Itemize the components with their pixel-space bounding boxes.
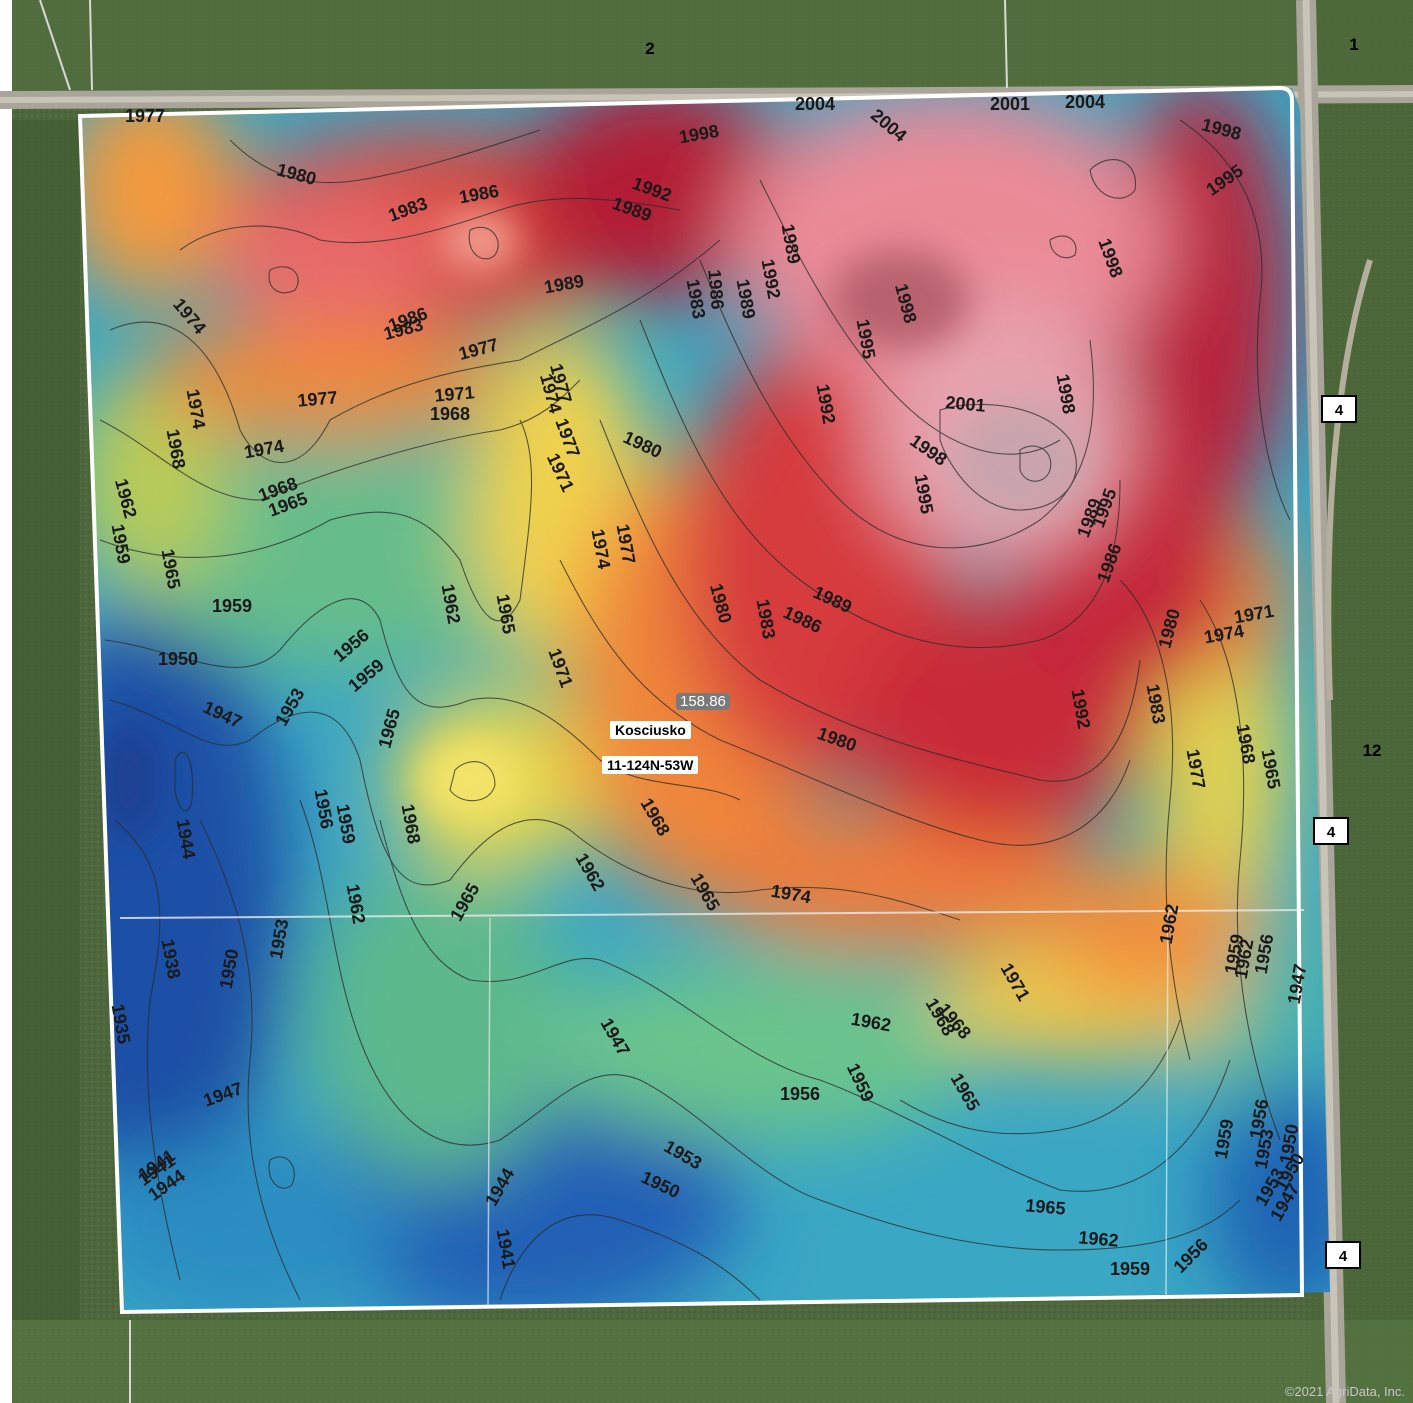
section-number-north: 2 bbox=[645, 39, 654, 58]
section-number-northeast: 1 bbox=[1349, 35, 1358, 54]
contour-label: 1986 bbox=[704, 269, 727, 311]
contour-label: 2004 bbox=[1065, 92, 1105, 112]
contour-label: 1956 bbox=[780, 1084, 820, 1104]
contour-label: 1971 bbox=[434, 382, 476, 405]
contour-label: 1965 bbox=[1025, 1195, 1067, 1218]
section-number-east: 12 bbox=[1363, 741, 1382, 760]
contour-label: 1977 bbox=[125, 106, 165, 126]
legal-description-label: 11-124N-53W bbox=[602, 756, 699, 774]
contour-label: 1977 bbox=[297, 387, 339, 410]
road-shield-number: 4 bbox=[1335, 402, 1344, 419]
contour-label: 1968 bbox=[430, 404, 470, 424]
road-shield-number: 4 bbox=[1339, 1248, 1348, 1265]
elevation-surface bbox=[80, 88, 1330, 1312]
copyright-notice: ©2021 AgriData, Inc. bbox=[1284, 1384, 1405, 1399]
acres-label: 158.86 bbox=[676, 693, 730, 710]
contour-label: 2004 bbox=[795, 94, 835, 114]
contour-label: 1959 bbox=[1110, 1259, 1150, 1279]
contour-label: 1962 bbox=[1078, 1227, 1120, 1250]
contour-label: 2001 bbox=[990, 94, 1030, 114]
field-boundary bbox=[77, 85, 1305, 1315]
road-shield: 4 bbox=[1321, 395, 1357, 423]
contour-label: 1950 bbox=[158, 649, 198, 669]
contour-label: 1959 bbox=[212, 596, 252, 616]
road-shield-number: 4 bbox=[1327, 824, 1336, 841]
contour-label: 2001 bbox=[945, 392, 987, 415]
road-shield: 4 bbox=[1325, 1241, 1361, 1269]
road-shield: 4 bbox=[1313, 817, 1349, 845]
county-label: Kosciusko bbox=[610, 721, 691, 739]
contour-lines bbox=[99, 119, 1291, 1301]
